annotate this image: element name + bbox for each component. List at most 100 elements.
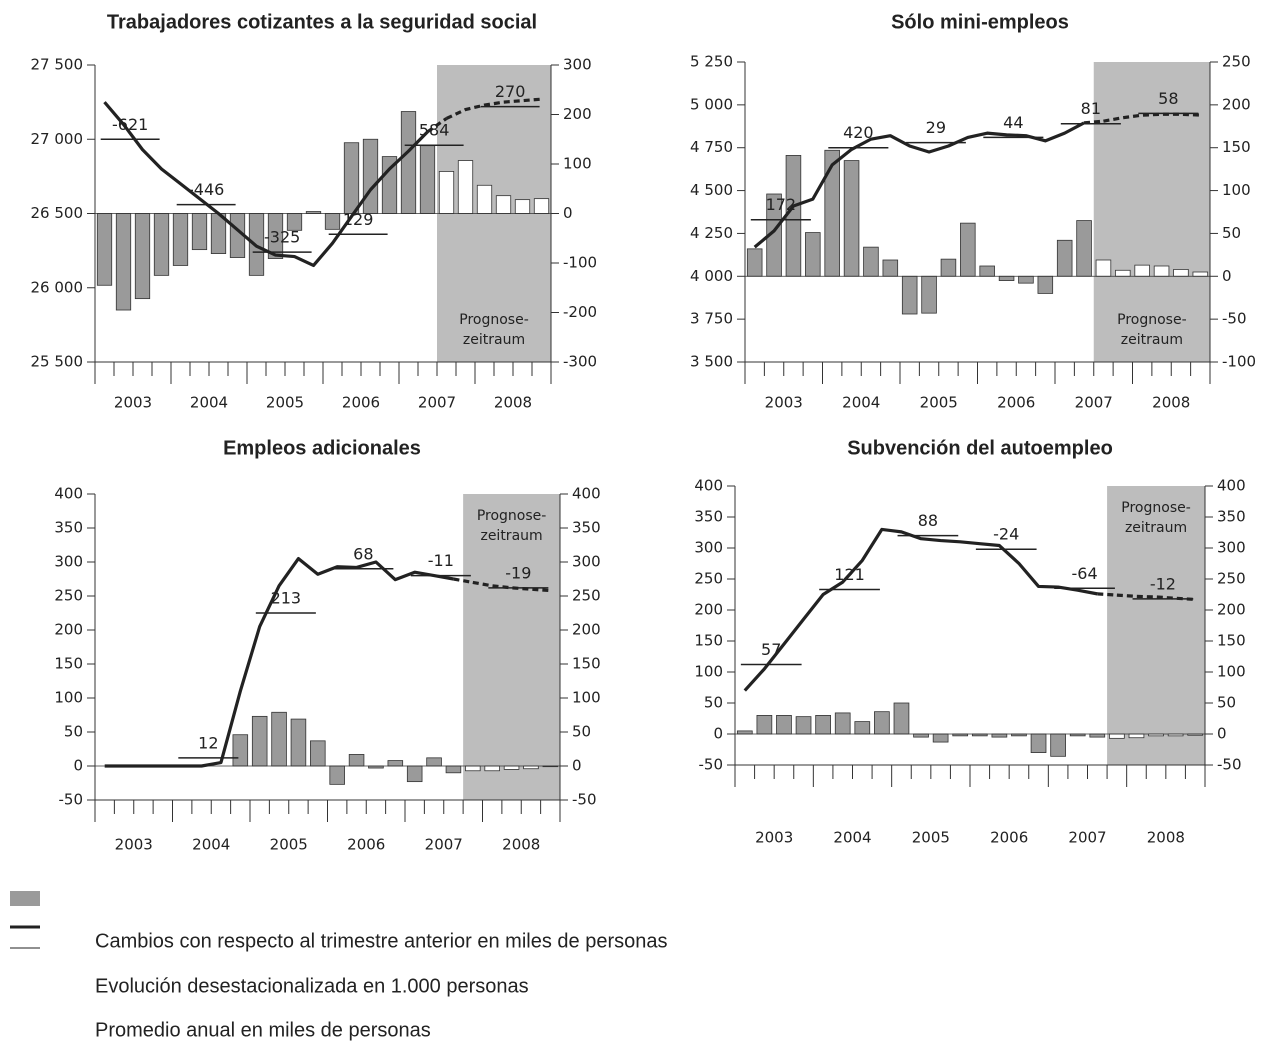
trend-line: [103, 101, 429, 268]
trend-line-forecast: [445, 97, 542, 120]
x-tick-label: 2006: [347, 836, 385, 854]
bar: [426, 757, 442, 767]
bar: [503, 765, 520, 770]
legend-text: Evolución desestacionalizada en 1.000 pe…: [95, 975, 529, 997]
y-tick-label: -50: [59, 791, 84, 809]
bar: [746, 248, 763, 277]
bar: [324, 213, 341, 230]
x-tick-label: 2008: [502, 836, 540, 854]
bar: [991, 733, 1008, 738]
trend-line-forecast: [472, 580, 551, 593]
bar: [940, 258, 957, 277]
bar: [1173, 269, 1189, 277]
y2-tick-label: -50: [1222, 310, 1247, 328]
bar: [1050, 733, 1066, 757]
y-tick-label: 4 000: [690, 267, 733, 285]
y-tick-label: 26 000: [31, 278, 84, 296]
forecast-area: [1107, 486, 1205, 765]
annual-change-label: 29: [926, 118, 946, 137]
bar: [901, 275, 918, 315]
bar: [251, 715, 268, 767]
y2-tick-label: 250: [1217, 570, 1246, 588]
bar: [893, 702, 910, 735]
y2-tick-label: 100: [563, 155, 592, 173]
y-tick-label: 200: [694, 601, 723, 619]
x-tick-label: 2003: [765, 394, 803, 412]
x-tick-label: 2007: [1075, 394, 1113, 412]
x-tick-label: 2004: [190, 394, 228, 412]
bar: [465, 765, 481, 772]
annual-change-label: -325: [264, 228, 300, 247]
forecast-label: Prognose-: [459, 312, 529, 328]
y2-tick-label: 200: [563, 105, 592, 123]
y2-tick-label: 300: [572, 553, 601, 571]
bar: [523, 765, 539, 770]
bar: [362, 138, 379, 214]
y2-tick-label: -50: [572, 791, 597, 809]
y2-tick-label: 100: [1217, 663, 1246, 681]
bar: [400, 111, 417, 214]
y-tick-label: 150: [54, 655, 83, 673]
forecast-area: [1093, 62, 1210, 362]
y2-tick-label: 0: [563, 204, 573, 222]
trend-line-forecast: [1103, 112, 1201, 123]
annual-change-label: -11: [428, 551, 454, 570]
forecast-area: [463, 494, 560, 800]
x-tick-label: 2005: [266, 394, 304, 412]
bar: [115, 213, 132, 311]
annual-change-label: 68: [353, 544, 373, 563]
bar: [96, 213, 113, 286]
line-connector: [453, 577, 474, 584]
bar: [1153, 265, 1170, 277]
bar: [406, 765, 423, 783]
y2-tick-label: -50: [1217, 756, 1242, 774]
annual-change-label: 584: [419, 121, 450, 140]
y-tick-label: 300: [54, 553, 83, 571]
bar: [348, 754, 365, 767]
y-tick-label: 5 000: [690, 95, 733, 113]
y2-tick-label: 250: [572, 587, 601, 605]
bar: [329, 765, 345, 785]
bar: [172, 213, 189, 266]
bar: [1095, 259, 1112, 277]
y2-tick-label: 200: [572, 621, 601, 639]
y2-tick-label: 100: [1222, 181, 1251, 199]
x-tick-label: 2003: [755, 829, 793, 847]
y2-tick-label: 250: [1222, 53, 1251, 71]
y-tick-label: 27 000: [31, 130, 84, 148]
bar: [153, 213, 170, 276]
y-tick-label: 100: [54, 689, 83, 707]
y-tick-label: 50: [64, 723, 83, 741]
y-tick-label: 400: [54, 485, 83, 503]
y2-tick-label: -200: [563, 303, 597, 321]
y2-tick-label: 0: [1222, 267, 1232, 285]
y2-tick-label: 350: [572, 519, 601, 537]
bar: [134, 213, 151, 300]
y2-tick-label: 300: [1217, 539, 1246, 557]
x-tick-label: 2008: [1152, 394, 1190, 412]
chart-title: Subvención del autoempleo: [847, 437, 1113, 459]
y-tick-label: 50: [704, 694, 723, 712]
y2-tick-label: -100: [1222, 353, 1256, 371]
x-tick-label: 2007: [425, 836, 463, 854]
y-tick-label: 350: [694, 508, 723, 526]
bar: [310, 740, 326, 767]
y2-tick-label: 400: [1217, 477, 1246, 495]
chart-title: Empleos adicionales: [223, 437, 421, 459]
bar: [998, 275, 1015, 281]
y-tick-label: 0: [73, 757, 83, 775]
bar: [932, 733, 949, 743]
bar: [438, 171, 455, 214]
line-connector: [1097, 592, 1117, 597]
bar: [387, 760, 404, 767]
y-tick-label: 3 500: [690, 353, 733, 371]
bar: [232, 734, 249, 767]
annual-change-label: -64: [1071, 564, 1097, 583]
y-tick-label: 150: [694, 632, 723, 650]
bar: [882, 259, 899, 277]
bar: [960, 222, 976, 277]
y2-tick-label: -300: [563, 353, 597, 371]
forecast-label: zeitraum: [463, 332, 525, 348]
legend-text: Promedio anual en miles de personas: [95, 1019, 431, 1041]
y-tick-label: 3 750: [690, 310, 733, 328]
